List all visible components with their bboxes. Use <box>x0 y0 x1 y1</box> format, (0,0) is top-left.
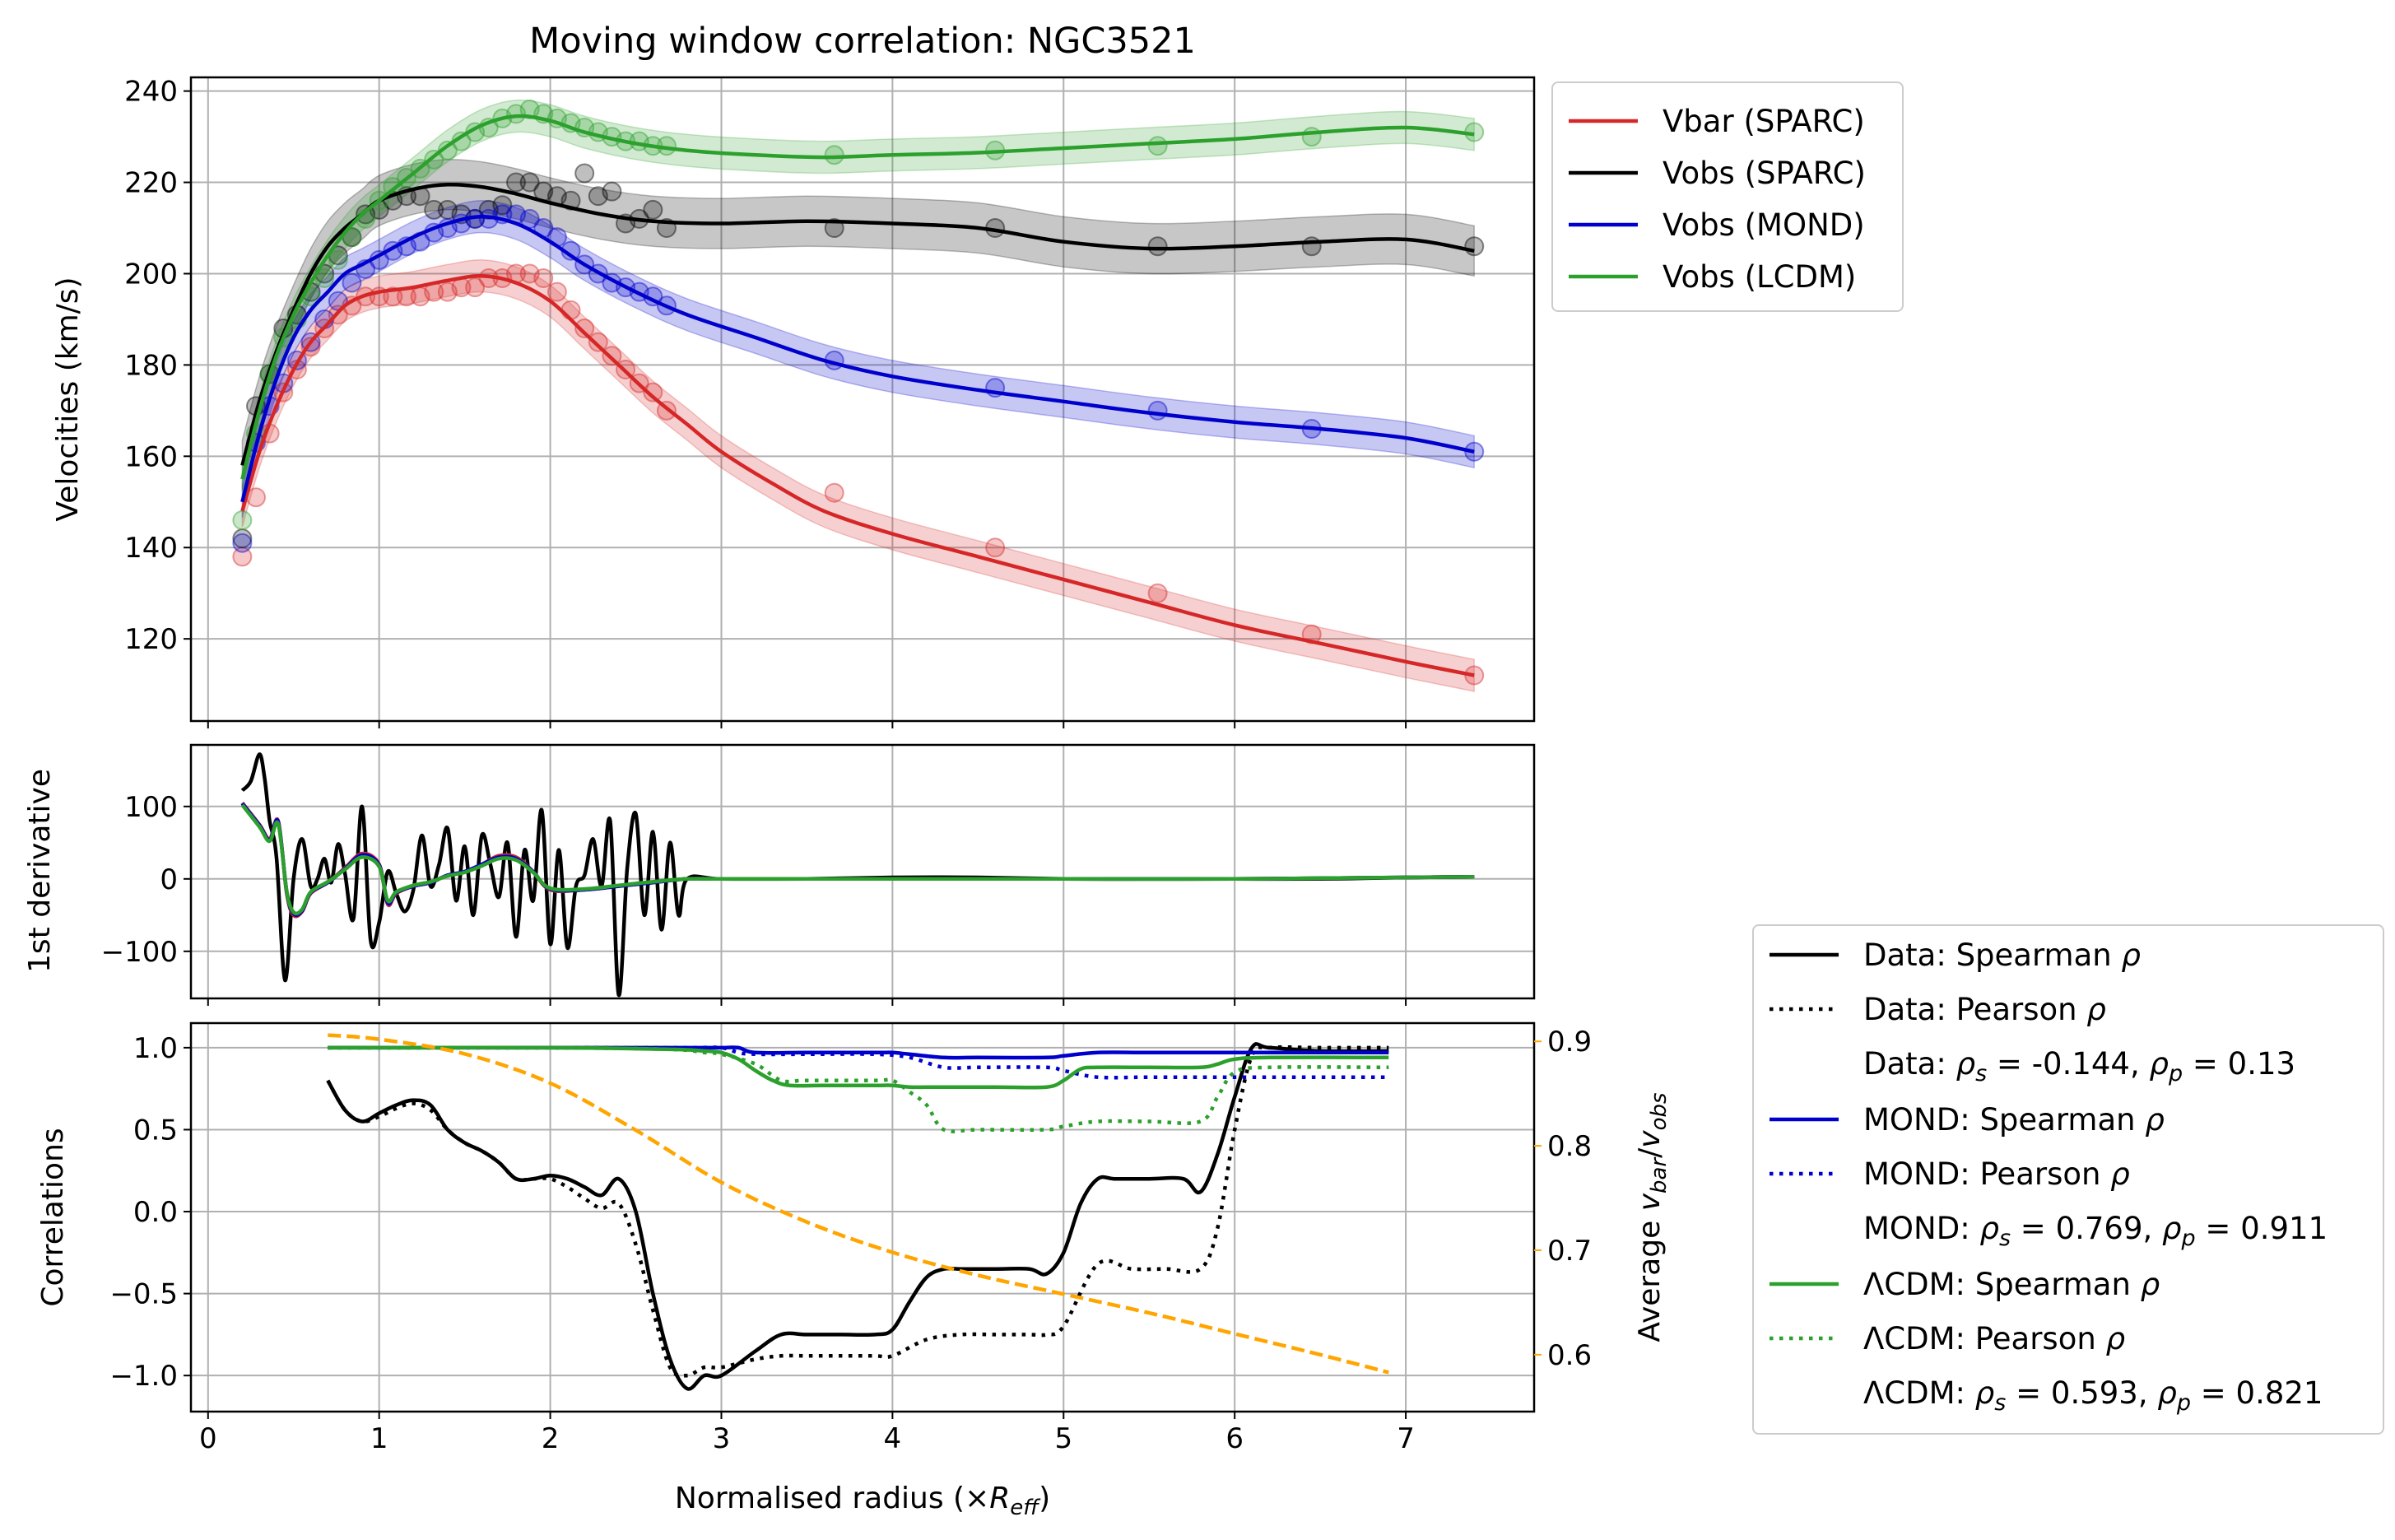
legend-label: MOND: ρs = 0.769, ρp = 0.911 <box>1863 1211 2328 1251</box>
y-tick-label: 160 <box>124 440 178 473</box>
y-tick-label: 100 <box>124 791 178 824</box>
y-tick-label: 120 <box>124 623 178 656</box>
x-tick-label: 7 <box>1397 1422 1415 1455</box>
velocity-legend: Vbar (SPARC) Vobs (SPARC) Vobs (MOND) Vo… <box>1552 82 1903 311</box>
x-tick-label: 1 <box>370 1422 388 1455</box>
legend-label: Vobs (MOND) <box>1663 207 1865 243</box>
y2-tick-label: 0.7 <box>1547 1235 1592 1268</box>
y-tick-label: 0.5 <box>133 1114 178 1147</box>
y-tick-label: 240 <box>124 76 178 109</box>
x-tick-label: 5 <box>1054 1422 1072 1455</box>
y-tick-label: −100 <box>101 936 178 969</box>
legend-label: ΛCDM: Spearman ρ <box>1863 1267 2160 1302</box>
data-point <box>575 164 593 182</box>
ratio-label-sub2: obs <box>1647 1092 1672 1130</box>
data-point <box>534 269 552 287</box>
y-tick-label: 200 <box>124 258 178 291</box>
legend-label: ΛCDM: Pearson ρ <box>1863 1321 2126 1356</box>
data-point <box>986 538 1004 556</box>
data-point <box>825 146 844 164</box>
legend-label: Data: ρs = -0.144, ρp = 0.13 <box>1863 1046 2295 1086</box>
legend-item: ΛCDM: ρs = 0.593, ρp = 0.821 <box>1863 1375 2323 1416</box>
legend-label: MOND: Pearson ρ <box>1863 1156 2130 1192</box>
legend-label: Data: Spearman ρ <box>1863 937 2141 973</box>
ratio-label-prefix: Average <box>1633 1211 1667 1342</box>
ratio-label-slash: / <box>1633 1147 1667 1158</box>
y-tick-label: 220 <box>124 167 178 200</box>
data-point <box>644 201 662 219</box>
x-tick-label: 0 <box>199 1422 217 1455</box>
correlation-y-label: Correlations <box>36 1128 70 1306</box>
x-label-sub: eff <box>1010 1496 1041 1520</box>
legend-label: Data: Pearson ρ <box>1863 992 2106 1027</box>
y2-tick-label: 0.8 <box>1547 1130 1592 1163</box>
data-point <box>562 301 580 319</box>
legend-item: Data: ρs = -0.144, ρp = 0.13 <box>1863 1046 2295 1086</box>
y-tick-label: 180 <box>124 349 178 382</box>
x-label-prefix: Normalised radius (× <box>675 1482 989 1515</box>
data-point <box>1303 128 1321 146</box>
ratio-label-v2: v <box>1633 1130 1667 1148</box>
y-tick-label: 0 <box>160 863 178 896</box>
x-tick-label: 4 <box>884 1422 902 1455</box>
legend-label: ΛCDM: ρs = 0.593, ρp = 0.821 <box>1863 1375 2323 1416</box>
data-point <box>1149 584 1167 603</box>
data-point <box>825 484 844 502</box>
y-tick-label: 0.0 <box>133 1196 178 1229</box>
legend-label: MOND: Spearman ρ <box>1863 1102 2165 1138</box>
data-point <box>1465 237 1483 255</box>
x-label-suffix: ) <box>1039 1482 1050 1515</box>
velocity-y-label: Velocities (km/s) <box>51 277 85 521</box>
y-tick-label: −1.0 <box>109 1360 178 1393</box>
y2-tick-label: 0.9 <box>1547 1026 1592 1058</box>
x-tick-label: 3 <box>713 1422 731 1455</box>
x-label-r: R <box>989 1482 1010 1515</box>
x-axis-label: Normalised radius (×Reff) <box>675 1482 1050 1520</box>
data-point <box>1149 137 1167 155</box>
ratio-label-sub1: bar <box>1647 1156 1672 1193</box>
data-point <box>233 511 251 529</box>
x-tick-label: 6 <box>1225 1422 1244 1455</box>
y-tick-label: 140 <box>124 532 178 565</box>
data-point <box>602 183 621 201</box>
y-tick-label: −0.5 <box>109 1278 178 1311</box>
chart-title: Moving window correlation: NGC3521 <box>529 21 1196 62</box>
data-point <box>1149 237 1167 255</box>
correlation-legend: Data: Spearman ρ Data: Pearson ρ Data: ρ… <box>1753 925 2383 1434</box>
data-point <box>1303 237 1321 255</box>
x-tick-label: 2 <box>542 1422 560 1455</box>
legend-item: MOND: ρs = 0.769, ρp = 0.911 <box>1863 1211 2328 1251</box>
y2-tick-label: 0.6 <box>1547 1339 1592 1372</box>
data-point <box>329 251 347 269</box>
ratio-label-v1: v <box>1633 1193 1667 1211</box>
legend-label: Vbar (SPARC) <box>1663 104 1865 139</box>
legend-label: Vobs (SPARC) <box>1663 156 1866 191</box>
legend-label: Vobs (LCDM) <box>1663 259 1856 295</box>
derivative-y-label: 1st derivative <box>23 769 57 973</box>
y-tick-label: 1.0 <box>133 1032 178 1065</box>
data-point <box>1149 402 1167 420</box>
data-point <box>548 283 566 301</box>
data-point <box>233 534 251 552</box>
data-point <box>342 274 360 292</box>
